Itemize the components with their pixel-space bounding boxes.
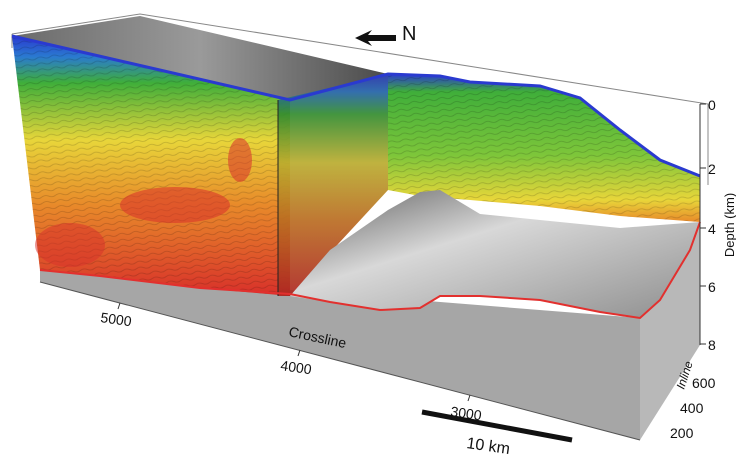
depth-tick-4: 4 <box>708 221 716 237</box>
seismic-section-cut <box>278 74 388 296</box>
seismic-reflectors-right <box>388 74 700 222</box>
surface-edge <box>11 34 701 178</box>
crossline-tick-mark-4000 <box>297 349 301 357</box>
inline-tick-200: 200 <box>670 425 694 441</box>
north-arrow-icon <box>355 30 396 46</box>
horizon-line <box>39 221 701 320</box>
inline-tick-400: 400 <box>680 400 704 416</box>
basement-surface <box>290 190 700 318</box>
crossline-axis-line <box>39 281 641 441</box>
scale-bar-line <box>421 409 573 443</box>
depth-tick-8: 8 <box>708 337 716 353</box>
crossline-tick-mark-3000 <box>467 394 471 402</box>
depth-axis: 0 2 4 6 8 Depth (km) <box>699 97 736 353</box>
crossline-tick-mark-5000 <box>117 302 121 310</box>
cut-shadow <box>278 74 388 296</box>
scale-bar-label: 10 km <box>465 435 511 458</box>
top-surface-left <box>12 16 388 100</box>
anomaly-red-2 <box>228 138 252 182</box>
anomaly-red-3 <box>35 223 105 267</box>
scale-bar: 10 km <box>421 409 573 458</box>
north-label: N <box>402 23 416 45</box>
crossline-tick-4000: 4000 <box>280 357 313 377</box>
depth-tick-0: 0 <box>708 97 716 113</box>
north-arrow: N <box>355 23 416 46</box>
anomaly-red-1 <box>120 187 230 223</box>
base-block-side <box>640 225 700 440</box>
base-block-front <box>40 270 640 440</box>
depth-tick-2: 2 <box>708 161 716 177</box>
depth-axis-label: Depth (km) <box>722 193 736 257</box>
crossline-tick-5000: 5000 <box>100 309 133 329</box>
crossline-axis: 5000 4000 3000 Crossline <box>39 281 641 441</box>
inline-tick-600: 600 <box>692 375 716 391</box>
box-top-outline <box>11 13 709 185</box>
depth-tick-6: 6 <box>708 279 716 295</box>
